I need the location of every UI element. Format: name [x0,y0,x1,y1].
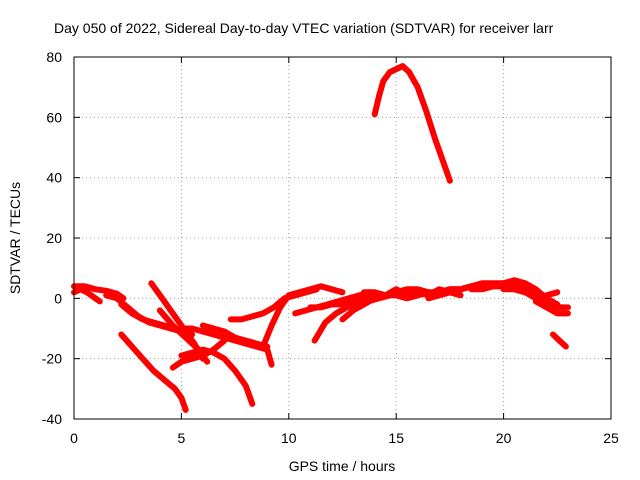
series-track-26 [532,289,561,302]
series-track-13 [260,283,346,350]
y-tick-label: -40 [42,411,62,427]
y-tick-label: 80 [46,49,62,65]
grid [74,57,611,419]
y-axis-title: SDTVAR / TECUs [7,182,23,294]
y-tick-label: -20 [42,351,62,367]
x-tick-label: 10 [281,430,297,446]
series-track-08 [169,337,228,371]
x-tick-label: 0 [70,430,78,446]
series-track-19 [371,63,453,184]
x-axis-title: GPS time / hours [289,458,396,474]
series-track-01 [71,286,103,305]
x-tick-label: 5 [178,430,186,446]
x-tick-label: 20 [496,430,512,446]
series-track-25 [532,298,571,317]
y-tick-label: 40 [46,170,62,186]
series-track-09 [178,346,256,407]
y-tick-label: 60 [46,109,62,125]
chart-title: Day 050 of 2022, Sidereal Day-to-day VTE… [54,20,554,36]
series-track-02 [71,283,127,302]
series-track-05 [118,331,189,413]
y-tick-label: 0 [54,290,62,306]
x-tick-label: 15 [388,430,404,446]
series-track-27 [550,331,569,350]
series-track-15 [307,292,378,311]
data-series [71,63,571,413]
x-tick-label: 25 [603,430,619,446]
series-track-11 [199,322,271,350]
y-tick-label: 20 [46,230,62,246]
axis-ticks: 0 5 10 15 20 25 -40 -20 0 20 40 60 80 [42,49,619,446]
